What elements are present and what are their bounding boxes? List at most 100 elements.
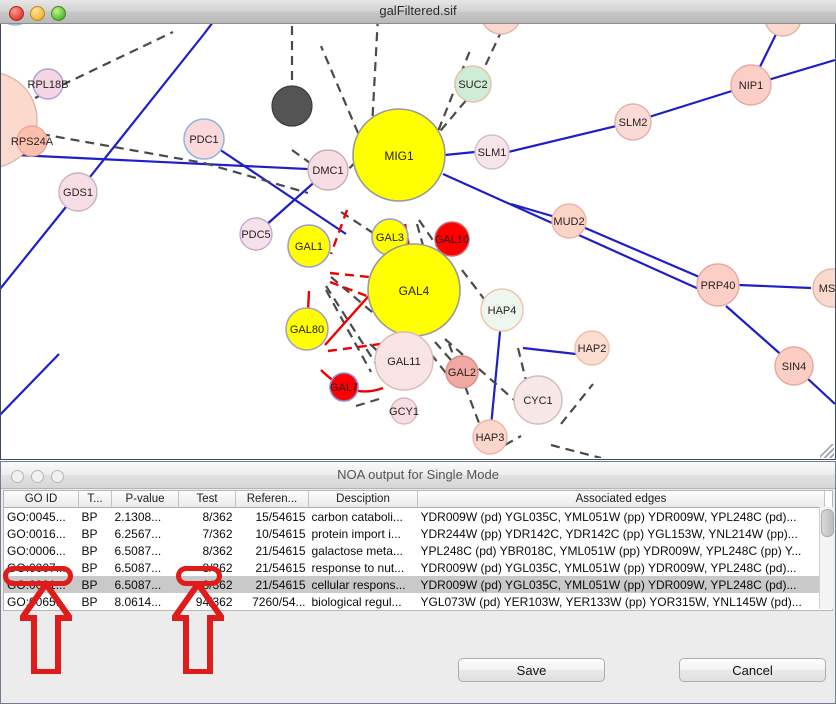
node-rpl18b[interactable]: [32, 68, 64, 100]
node-hap2[interactable]: [574, 330, 610, 366]
cell-edges: YDR009W (pd) YGL035C, YML051W (pp) YDR00…: [417, 576, 825, 593]
column-header-p-value[interactable]: P-value: [111, 491, 179, 508]
close-button[interactable]: [9, 6, 24, 21]
node-msl5[interactable]: [812, 268, 835, 308]
node-hap3[interactable]: [472, 419, 508, 455]
column-header-go-id[interactable]: GO ID: [4, 491, 79, 508]
cell-type: BP: [81, 543, 98, 558]
cell-test: 8/362: [178, 576, 236, 593]
node-pdc5[interactable]: [239, 217, 273, 251]
cell-p-value: 1.3324...: [112, 610, 179, 611]
node-slm2[interactable]: [614, 103, 652, 141]
network-graph-canvas[interactable]: RPL18B RPS24A GDS1 PDC1 PDC5 DMC1 MIG1 S…: [0, 24, 836, 460]
node-unlabeled-top[interactable]: [481, 24, 521, 35]
cell-type: BP: [81, 560, 98, 575]
node-label-gal2: GAL2: [448, 367, 476, 379]
noa-results-table-container[interactable]: GO ID T... P-value Test Referen... Desci…: [3, 490, 833, 611]
cell-reference: 21/54615: [255, 543, 306, 558]
column-header-type[interactable]: T...: [78, 491, 112, 508]
cell-test: 8/362: [202, 509, 233, 524]
dialog-close-button[interactable]: [11, 470, 24, 483]
node-dmc1[interactable]: [307, 149, 349, 191]
noa-results-table: GO ID T... P-value Test Referen... Desci…: [4, 491, 825, 611]
table-row[interactable]: GO:0016... BP 6.2567... 7/362 10/54615 protei…: [4, 525, 825, 542]
table-row[interactable]: GO:0007... BP 6.5087... 8/362 21/54615 respon…: [4, 559, 825, 576]
cell-go-id: GO:0031...: [4, 576, 79, 593]
cell-description: galactose meta...: [311, 543, 403, 558]
dialog-zoom-button[interactable]: [51, 470, 64, 483]
node-label-gal10: GAL10: [435, 234, 469, 246]
scrollbar-thumb[interactable]: [821, 509, 834, 537]
cell-go-id: GO:0045...: [7, 509, 66, 524]
node-mig1[interactable]: [352, 108, 446, 202]
column-header-associated-edges[interactable]: Associated edges: [417, 491, 825, 508]
table-row[interactable]: GO:0045... BP 2.1308... 8/362 15/54615 carbon…: [4, 508, 825, 526]
node-label-pdc1: PDC1: [189, 134, 218, 146]
table-row[interactable]: GO:0006... BP 6.5087... 8/362 21/54615 galact…: [4, 542, 825, 559]
table-row[interactable]: GO:0031...BP1.3324...11/362105/546...res…: [4, 610, 825, 611]
cell-description: response to nut...: [309, 610, 418, 611]
table-vertical-scrollbar[interactable]: [819, 507, 834, 609]
table-body: GO:0045... BP 2.1308... 8/362 15/54615 carbon…: [4, 508, 825, 611]
node-label-dmc1: DMC1: [312, 165, 343, 177]
cell-description: response to nut...: [311, 560, 405, 575]
node-mud2[interactable]: [551, 203, 587, 239]
node-rps24a[interactable]: [16, 125, 48, 157]
resize-grip[interactable]: [820, 444, 834, 458]
cell-reference: 105/546...: [236, 610, 309, 611]
node-prp40[interactable]: [696, 263, 740, 307]
graph-nodes-group[interactable]: RPL18B RPS24A GDS1 PDC1 PDC5 DMC1 MIG1 S…: [1, 24, 835, 455]
column-header-test[interactable]: Test: [178, 491, 236, 508]
cell-go-id: GO:0006...: [7, 543, 66, 558]
cell-reference: 21/54615: [255, 560, 306, 575]
node-gal10[interactable]: [434, 221, 470, 257]
node-label-gds1: GDS1: [63, 187, 93, 199]
cancel-button[interactable]: Cancel: [679, 658, 826, 682]
cell-type: BP: [79, 610, 112, 611]
cell-description: protein import i...: [311, 526, 401, 541]
cell-test: 94/362: [195, 594, 233, 609]
cell-edges: YFR034C (pd) YBR093C, YDR009W (pd) YGL03…: [418, 610, 825, 611]
table-row[interactable]: GO:0065... BP 8.0614... 94/362 7260/54... bio…: [4, 593, 825, 610]
node-gal11[interactable]: [374, 331, 434, 391]
cell-go-id: GO:0016...: [7, 526, 66, 541]
node-cyc1[interactable]: [513, 375, 563, 425]
node-unlabeled-topleft[interactable]: [1, 24, 32, 26]
node-suc2[interactable]: [454, 65, 492, 103]
node-dark-unlabeled[interactable]: [271, 85, 313, 127]
cell-p-value: 2.1308...: [114, 509, 162, 524]
column-header-reference[interactable]: Referen...: [235, 491, 309, 508]
minimize-button[interactable]: [30, 6, 45, 21]
node-unlabeled-topright[interactable]: [765, 24, 801, 37]
node-label-gal11: GAL11: [387, 356, 420, 368]
node-gcy1[interactable]: [390, 397, 418, 425]
node-label-gal3: GAL3: [376, 232, 404, 244]
node-nip1[interactable]: [730, 64, 772, 106]
zoom-button[interactable]: [51, 6, 66, 21]
node-label-gal4: GAL4: [399, 284, 430, 298]
node-gal80[interactable]: [285, 307, 329, 351]
node-sin4[interactable]: [774, 346, 814, 386]
window-titlebar: galFiltered.sif: [0, 0, 836, 24]
node-label-gal7: GAL7: [330, 382, 358, 394]
node-label-slm1: SLM1: [478, 147, 507, 159]
node-label-gcy1: GCY1: [389, 406, 419, 418]
cell-go-id: GO:0007...: [7, 560, 66, 575]
dialog-minimize-button[interactable]: [31, 470, 44, 483]
node-pdc1[interactable]: [183, 118, 225, 160]
column-header-description[interactable]: Desciption: [308, 491, 418, 508]
cell-p-value: 6.5087...: [111, 576, 179, 593]
node-gal2[interactable]: [445, 355, 479, 389]
save-button[interactable]: Save: [458, 658, 605, 682]
cell-p-value: 6.2567...: [114, 526, 162, 541]
node-gal1[interactable]: [287, 224, 331, 268]
node-slm1[interactable]: [474, 134, 510, 170]
node-gal7[interactable]: [329, 372, 359, 402]
node-label-hap4: HAP4: [488, 305, 517, 317]
node-gds1[interactable]: [58, 172, 98, 212]
cell-reference: 7260/54...: [252, 594, 306, 609]
cell-reference: 10/54615: [255, 526, 306, 541]
node-hap4[interactable]: [480, 288, 524, 332]
cell-go-id: GO:0065...: [7, 594, 66, 609]
table-row-selected[interactable]: GO:0031... BP 6.5087... 8/362 21/54615 cellul…: [4, 576, 825, 593]
